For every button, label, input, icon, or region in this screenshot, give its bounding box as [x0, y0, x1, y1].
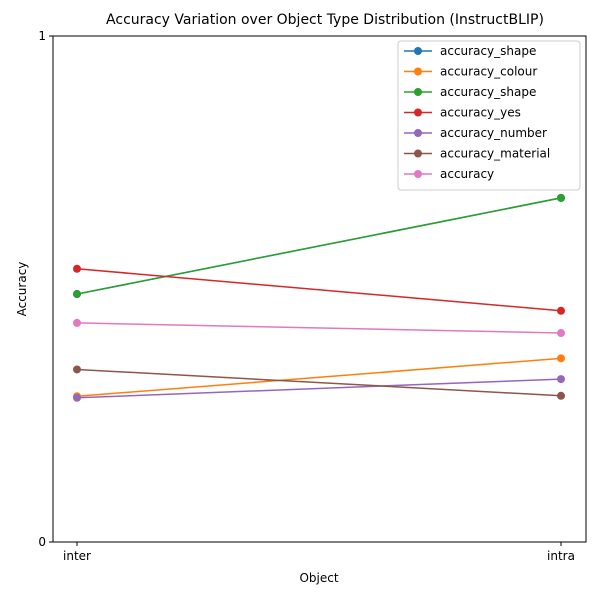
y-axis: 01 — [38, 29, 53, 549]
legend-marker — [414, 170, 422, 178]
legend-item: accuracy_material — [404, 147, 550, 161]
data-point — [73, 318, 81, 327]
chart-title: Accuracy Variation over Object Type Dist… — [106, 12, 544, 28]
x-tick-label: inter — [63, 549, 91, 563]
series-layer — [73, 193, 565, 402]
legend-label: accuracy_shape — [440, 44, 536, 58]
legend-item: accuracy_yes — [404, 106, 521, 120]
legend-label: accuracy_yes — [440, 106, 521, 120]
legend-item: accuracy_number — [404, 126, 547, 140]
data-point — [557, 306, 565, 315]
series-line — [76, 268, 562, 312]
legend-item: accuracy_colour — [404, 65, 537, 79]
data-point — [557, 193, 565, 202]
data-point — [73, 365, 81, 374]
legend-item: accuracy — [404, 167, 494, 181]
series-accuracy — [73, 318, 565, 338]
data-point — [557, 375, 565, 384]
data-point — [73, 393, 81, 402]
series-line — [76, 322, 562, 334]
legend-marker — [414, 149, 422, 158]
data-point — [73, 290, 81, 299]
data-point — [73, 264, 81, 273]
x-axis: inter intra — [63, 542, 575, 563]
x-tick-label: intra — [547, 549, 575, 563]
legend-label: accuracy_number — [440, 126, 547, 140]
y-tick-label: 0 — [38, 535, 46, 549]
series-line — [76, 368, 562, 397]
series-accuracy-colour — [73, 354, 565, 401]
legend-box — [397, 40, 581, 191]
y-axis-label: Accuracy — [15, 262, 29, 317]
series-line — [76, 378, 562, 399]
legend-label: accuracy — [440, 167, 494, 181]
legend-item: accuracy_shape — [404, 85, 536, 99]
legend-item: accuracy_shape — [404, 44, 536, 58]
data-point — [557, 354, 565, 363]
legend-marker — [414, 67, 422, 76]
series-line — [76, 357, 562, 398]
data-point — [557, 329, 565, 338]
data-point — [557, 391, 565, 400]
legend-marker — [414, 129, 422, 137]
legend-marker — [414, 108, 422, 117]
plot-frame — [52, 35, 587, 543]
series-accuracy-material — [73, 365, 565, 400]
series-accuracy-yes — [73, 264, 565, 315]
series-accuracy-number — [73, 375, 565, 402]
y-tick-label: 1 — [38, 29, 46, 43]
x-axis-label: Object — [299, 571, 338, 585]
legend: accuracy_shape accuracy_colour accuracy_sh… — [397, 40, 581, 191]
legend-label: accuracy_colour — [440, 65, 537, 79]
series-line — [76, 197, 562, 295]
legend-label: accuracy_shape — [440, 85, 536, 99]
series-accuracy-shape — [73, 193, 565, 299]
legend-marker — [414, 88, 422, 96]
legend-marker — [414, 47, 422, 55]
legend-label: accuracy_material — [440, 147, 550, 161]
